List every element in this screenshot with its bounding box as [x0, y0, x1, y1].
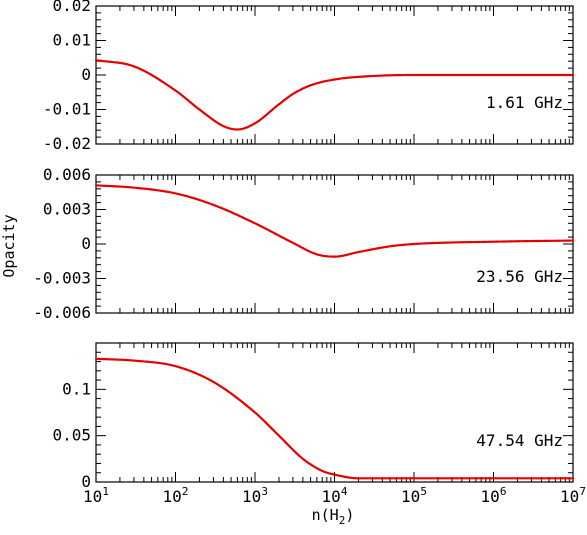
x-tick-label: 104 [322, 485, 348, 506]
y-tick-label: -0.01 [43, 100, 91, 119]
x-axis-title: n(H2) [312, 506, 355, 527]
frequency-label: 1.61 GHz [486, 93, 563, 112]
panel-3: 0 0.05 0.1 47.54 GHz [52, 342, 575, 491]
y-tick-label: -0.02 [43, 134, 91, 153]
y-tick-label: -0.006 [33, 303, 91, 322]
x-axis-title-sub: 2 [339, 514, 346, 527]
series-line [94, 184, 575, 258]
series-line [94, 357, 575, 480]
x-tick-label: 103 [242, 485, 268, 506]
frequency-label: 47.54 GHz [476, 431, 563, 450]
x-axis-title-main: n(H [312, 506, 339, 524]
panel-frame [95, 342, 574, 483]
x-tick-label: 105 [401, 485, 427, 506]
y-tick-label: 0 [81, 234, 91, 253]
panel-1: -0.02 -0.01 0 0.01 0.02 1.61 GHz [43, 0, 575, 153]
y-tick-label: 0.006 [43, 165, 91, 184]
y-tick-label: 0 [81, 472, 91, 491]
x-tick-label: 106 [481, 485, 507, 506]
series-line [94, 59, 575, 131]
panels-group: -0.02 -0.01 0 0.01 0.02 1.61 GHz -0.006 -0.003 0… [33, 0, 586, 506]
x-axis-title-close: ) [345, 506, 354, 524]
x-tick-label: 101 [83, 485, 109, 506]
y-axis-title: Opacity [0, 214, 18, 277]
y-tick-label: -0.003 [33, 269, 91, 288]
y-tick-label: 0.01 [52, 31, 91, 50]
panel-2: -0.006 -0.003 0 0.003 0.006 23.56 GHz [33, 165, 575, 322]
y-tick-label: 0 [81, 65, 91, 84]
frequency-label: 23.56 GHz [476, 267, 563, 286]
panel-frame [95, 174, 574, 314]
y-tick-label: 0.1 [62, 379, 91, 398]
x-tick-label: 107 [560, 485, 586, 506]
y-tick-label: 0.02 [52, 0, 91, 15]
y-tick-label: 0.003 [43, 200, 91, 219]
x-tick-label: 102 [163, 485, 189, 506]
y-tick-label: 0.05 [52, 426, 91, 445]
